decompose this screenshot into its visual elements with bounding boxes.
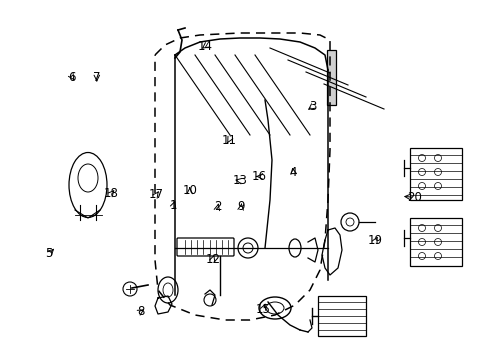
Text: 8: 8 bbox=[137, 305, 144, 318]
Circle shape bbox=[418, 154, 425, 162]
Text: 1: 1 bbox=[169, 199, 177, 212]
Circle shape bbox=[434, 238, 441, 246]
Text: 6: 6 bbox=[68, 71, 76, 84]
Ellipse shape bbox=[259, 297, 290, 319]
Circle shape bbox=[340, 213, 358, 231]
Text: 15: 15 bbox=[255, 303, 270, 316]
Text: 18: 18 bbox=[104, 187, 119, 200]
Text: 7: 7 bbox=[93, 71, 101, 84]
Circle shape bbox=[203, 294, 216, 306]
Circle shape bbox=[418, 252, 425, 260]
Circle shape bbox=[434, 154, 441, 162]
Circle shape bbox=[243, 243, 252, 253]
Ellipse shape bbox=[158, 277, 178, 303]
Circle shape bbox=[238, 238, 258, 258]
Text: 12: 12 bbox=[205, 253, 220, 266]
Bar bbox=[409, 148, 461, 200]
Text: 14: 14 bbox=[198, 40, 212, 53]
Circle shape bbox=[434, 168, 441, 175]
Ellipse shape bbox=[163, 283, 173, 297]
Circle shape bbox=[346, 218, 353, 226]
Text: 9: 9 bbox=[237, 201, 244, 213]
Circle shape bbox=[434, 183, 441, 189]
Text: 11: 11 bbox=[221, 134, 236, 147]
Ellipse shape bbox=[69, 153, 107, 217]
Text: 19: 19 bbox=[367, 234, 382, 247]
FancyBboxPatch shape bbox=[177, 238, 234, 256]
Text: 16: 16 bbox=[251, 170, 266, 183]
Circle shape bbox=[418, 238, 425, 246]
Circle shape bbox=[434, 225, 441, 231]
Bar bbox=[326, 50, 335, 105]
Text: 4: 4 bbox=[289, 166, 297, 179]
Text: 2: 2 bbox=[213, 201, 221, 213]
Bar bbox=[317, 296, 365, 336]
Text: 5: 5 bbox=[45, 247, 53, 260]
Text: 10: 10 bbox=[182, 184, 197, 197]
Ellipse shape bbox=[288, 239, 301, 257]
Circle shape bbox=[418, 168, 425, 175]
Circle shape bbox=[418, 183, 425, 189]
Circle shape bbox=[418, 225, 425, 231]
Text: 13: 13 bbox=[232, 174, 246, 187]
Text: 20: 20 bbox=[407, 191, 421, 204]
Circle shape bbox=[123, 282, 137, 296]
Ellipse shape bbox=[265, 302, 284, 314]
Circle shape bbox=[434, 252, 441, 260]
Text: 17: 17 bbox=[149, 188, 163, 201]
Bar bbox=[409, 218, 461, 266]
Text: 3: 3 bbox=[308, 100, 316, 113]
Ellipse shape bbox=[78, 164, 98, 192]
